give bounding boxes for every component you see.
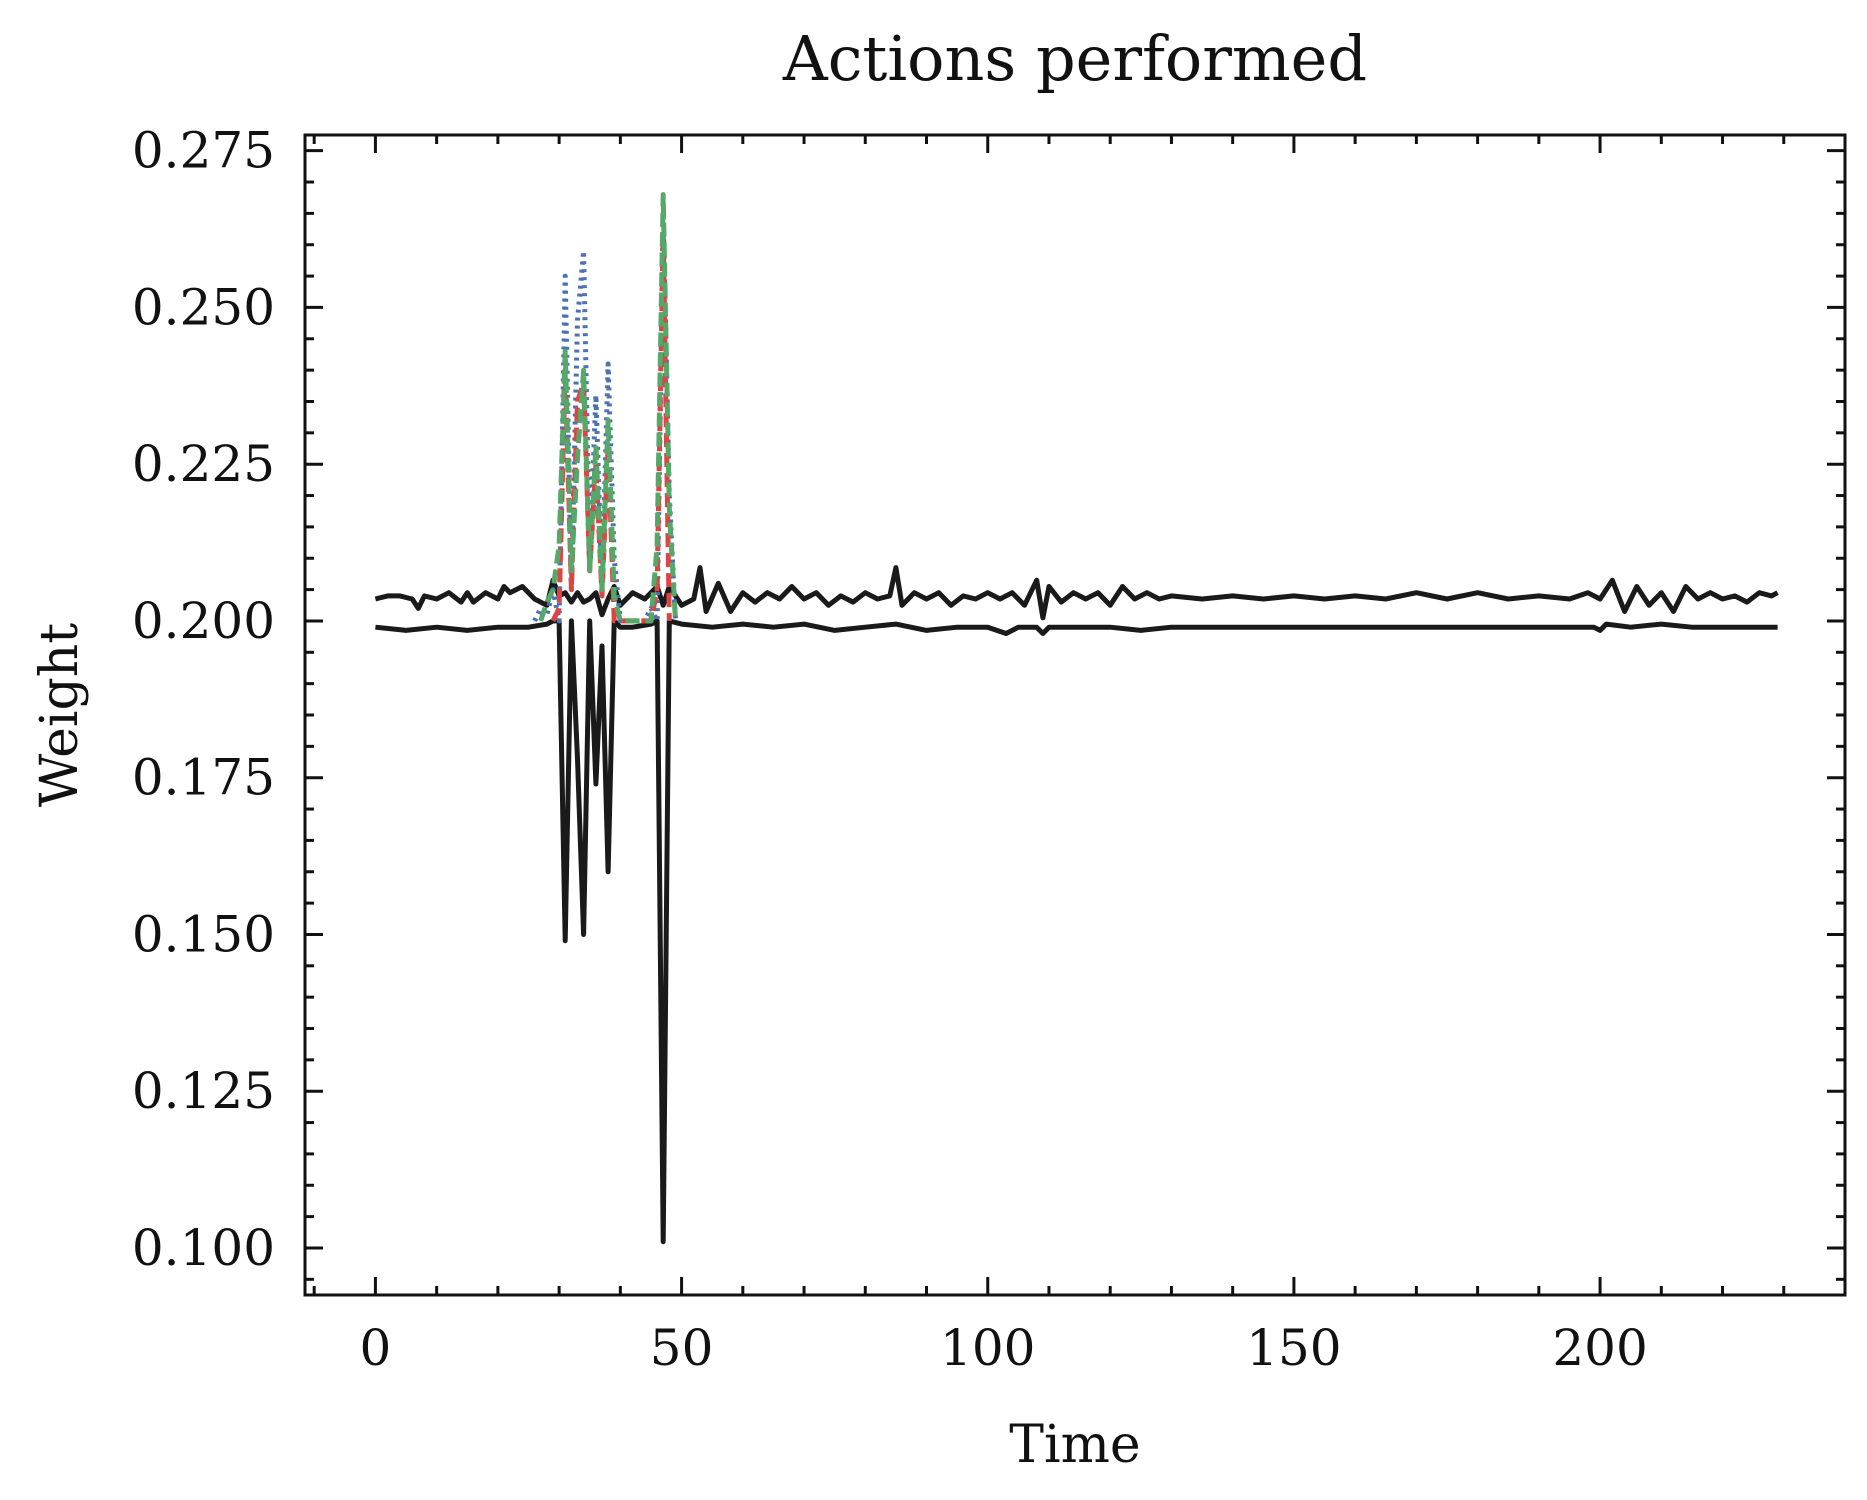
series-line-5 [538, 192, 678, 624]
y-tick-label: 0.150 [132, 905, 275, 963]
ticks-layer: 0 50 100 150 200 0.100 0.125 0.150 0.175 0.200 0.2… [132, 122, 1847, 1377]
plot-frame [303, 133, 1847, 1297]
x-axis-title: Time [1009, 1415, 1140, 1475]
x-tick-label: 200 [1552, 1319, 1647, 1377]
y-tick-label: 0.200 [132, 592, 275, 650]
y-axis-title: Weight [30, 623, 90, 807]
y-tick-label: 0.275 [132, 122, 275, 180]
y-tick-label: 0.175 [132, 749, 275, 807]
chart-title: Actions performed [782, 22, 1367, 95]
x-tick-label: 150 [1246, 1319, 1341, 1377]
series-layer [374, 192, 1779, 1245]
series-line-2 [375, 618, 1778, 1245]
y-tick-label: 0.125 [132, 1062, 275, 1120]
y-tick-label: 0.250 [132, 278, 275, 336]
series-line-3 [532, 210, 678, 624]
series-line-1 [374, 565, 1779, 621]
y-tick-label: 0.100 [132, 1219, 275, 1277]
x-tick-label: 50 [650, 1319, 714, 1377]
x-tick-label: 100 [940, 1319, 1035, 1377]
y-tick-label: 0.225 [132, 435, 275, 493]
x-tick-label: 0 [360, 1319, 392, 1377]
